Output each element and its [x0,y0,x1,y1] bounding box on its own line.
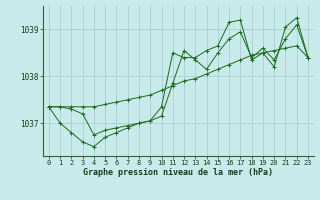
X-axis label: Graphe pression niveau de la mer (hPa): Graphe pression niveau de la mer (hPa) [84,168,273,177]
